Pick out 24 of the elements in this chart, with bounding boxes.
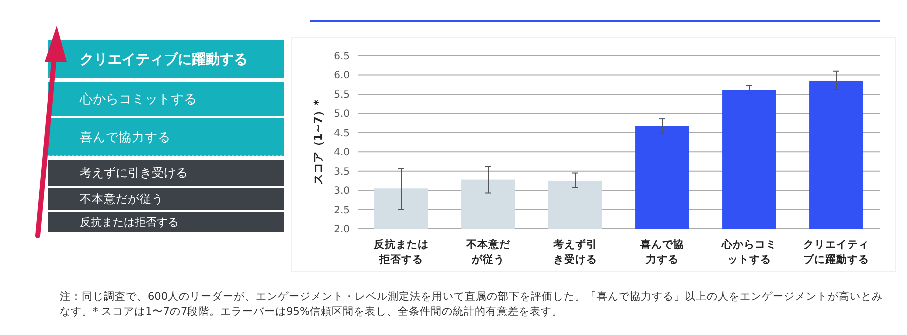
y-tick-label: 4.0 bbox=[334, 148, 350, 159]
x-tick-label: クリエイティブに躍動する bbox=[804, 239, 870, 266]
x-tick-label: 心からコミットする bbox=[721, 238, 777, 266]
text: 心からコミットする bbox=[79, 92, 197, 108]
y-tick-label: 6.0 bbox=[334, 70, 350, 82]
y-tick-label: 2.5 bbox=[334, 205, 350, 216]
text: 喜んで協力する bbox=[80, 129, 171, 144]
y-tick-label: 4.5 bbox=[334, 128, 350, 140]
y-tick-label: 3.0 bbox=[334, 186, 350, 198]
y-axis-title: スコア（1~7）* bbox=[312, 100, 325, 186]
y-tick-label: 5.5 bbox=[334, 90, 350, 101]
x-tick-label: 不本意だが従う bbox=[466, 238, 512, 266]
text: クリエイティブに躍動する bbox=[80, 50, 248, 68]
text: 反抗または拒否する bbox=[80, 216, 179, 229]
text: 注：同じ調査で、600人のリーダーが、エンゲージメント・レベル測定法を用いて直属の部下を評価した。「喜んで協力する」以上の人をエンゲージメントが高いとみなす。* スコアは1〜7の7段階。エラーバーは95%信頼区間を表し、全条件間の統計的有意差を表す。 bbox=[60, 290, 884, 318]
y-tick-label: 5.0 bbox=[334, 109, 350, 120]
text: 不本意だが従う bbox=[80, 192, 164, 206]
x-tick-label: 反抗または拒否する bbox=[373, 238, 429, 266]
y-tick-label: 6.5 bbox=[334, 52, 350, 62]
text: 考えずに引き受ける bbox=[80, 166, 188, 180]
y-tick-label: 2.0 bbox=[334, 224, 350, 236]
y-tick-label: 3.5 bbox=[334, 166, 350, 178]
x-tick-label: 考えず引き受ける bbox=[552, 238, 598, 266]
x-tick-label: 喜んで協力する bbox=[640, 238, 684, 266]
